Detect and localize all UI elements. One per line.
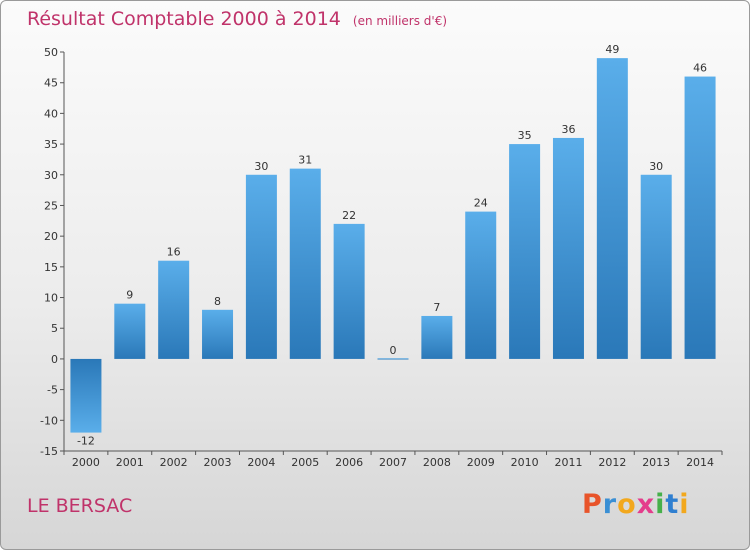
x-tick-label: 2007 [379, 456, 407, 469]
y-tick-label: -15 [40, 445, 58, 458]
y-tick-label: -10 [40, 414, 58, 427]
bar-value-label: 30 [649, 160, 663, 173]
bar [333, 223, 365, 359]
bar [465, 211, 497, 359]
x-tick-label: 2011 [554, 456, 582, 469]
bar-value-label: 24 [474, 197, 488, 210]
bar [509, 144, 541, 359]
bar [421, 315, 453, 359]
bar-value-label: 49 [605, 43, 619, 56]
bar [202, 309, 234, 359]
chart-unit: (en milliers d'€) [352, 14, 448, 28]
commune-name: LE BERSAC [27, 495, 133, 517]
bar [596, 58, 628, 359]
bar [377, 358, 409, 360]
bar-value-label: 9 [126, 289, 133, 302]
x-tick-label: 2003 [204, 456, 232, 469]
chart-title: Résultat Comptable 2000 à 2014 (en millie… [27, 8, 447, 30]
x-tick-label: 2008 [423, 456, 451, 469]
x-tick-label: 2005 [291, 456, 319, 469]
bar-value-label: -12 [77, 435, 95, 448]
x-tick-label: 2012 [598, 456, 626, 469]
bar [289, 168, 321, 359]
bar-value-label: 22 [342, 209, 356, 222]
y-tick-label: 30 [44, 169, 58, 182]
y-tick-label: 0 [51, 353, 58, 366]
bar [70, 358, 102, 433]
y-tick-label: 5 [51, 322, 58, 335]
bar [158, 260, 190, 359]
bar-value-label: 8 [214, 295, 221, 308]
y-tick-label: 45 [44, 77, 58, 90]
y-tick-label: 40 [44, 107, 58, 120]
x-tick-label: 2001 [116, 456, 144, 469]
y-tick-label: 15 [44, 261, 58, 274]
bar-value-label: 46 [693, 62, 707, 75]
y-tick-label: 20 [44, 230, 58, 243]
bar-value-label: 7 [433, 301, 440, 314]
x-tick-label: 2010 [511, 456, 539, 469]
bar-value-label: 31 [298, 154, 312, 167]
y-tick-label: -5 [47, 384, 58, 397]
chart-title-text: Résultat Comptable 2000 à 2014 [27, 8, 341, 30]
bar [640, 174, 672, 359]
bar [114, 303, 146, 359]
bar [552, 137, 584, 359]
bar-value-label: 36 [561, 123, 575, 136]
y-tick-label: 35 [44, 138, 58, 151]
y-tick-label: 25 [44, 199, 58, 212]
x-tick-label: 2006 [335, 456, 363, 469]
bar-value-label: 16 [167, 246, 181, 259]
bar-value-label: 35 [518, 129, 532, 142]
y-tick-label: 10 [44, 292, 58, 305]
bar-value-label: 0 [390, 344, 397, 357]
proxiti-logo[interactable]: Proxiti [582, 489, 690, 520]
x-tick-label: 2013 [642, 456, 670, 469]
x-tick-label: 2009 [467, 456, 495, 469]
x-tick-label: 2002 [160, 456, 188, 469]
x-tick-label: 2014 [686, 456, 714, 469]
bar [245, 174, 277, 359]
x-tick-label: 2000 [72, 456, 100, 469]
x-tick-label: 2004 [247, 456, 275, 469]
y-tick-label: 50 [44, 46, 58, 59]
bar-value-label: 30 [254, 160, 268, 173]
bar [684, 76, 716, 359]
